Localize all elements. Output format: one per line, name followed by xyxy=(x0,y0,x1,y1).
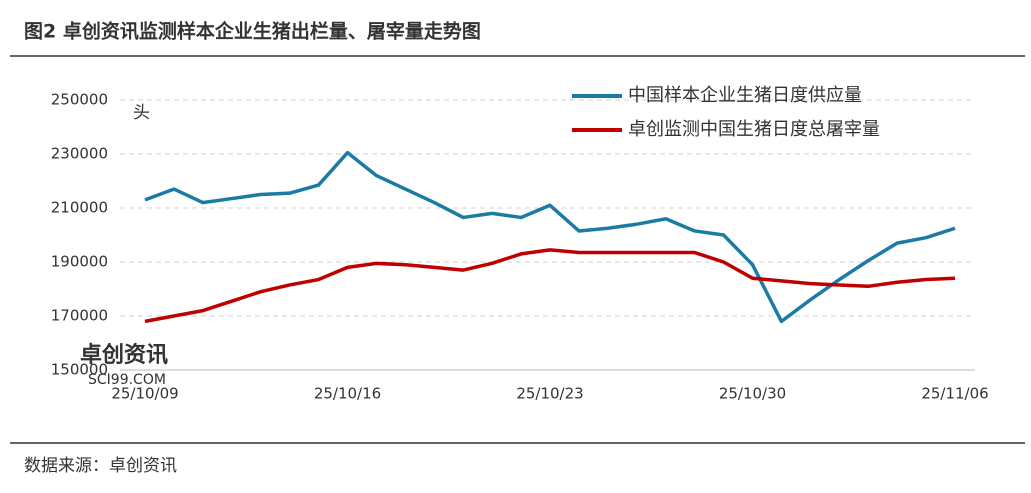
series-line xyxy=(144,248,956,324)
y-tick-label: 230000 xyxy=(51,145,108,163)
legend-label: 卓创监测中国生猪日度总屠宰量 xyxy=(628,119,880,140)
chart-title: 图2 卓创资讯监测样本企业生猪出栏量、屠宰量走势图 xyxy=(24,20,481,43)
y-tick-label: 190000 xyxy=(51,253,108,271)
watermark: 卓创资讯 xyxy=(80,343,168,368)
x-tick-label: 25/10/09 xyxy=(111,385,178,403)
x-tick-label: 25/10/16 xyxy=(314,385,381,403)
y-tick-label: 170000 xyxy=(51,307,108,325)
source: 数据来源：卓创资讯 xyxy=(24,456,177,476)
legend-label: 中国样本企业生猪日度供应量 xyxy=(628,85,862,106)
watermark: SCI99.COM xyxy=(88,372,166,388)
y-tick-label: 250000 xyxy=(51,91,108,109)
x-tick-label: 25/10/23 xyxy=(516,385,583,403)
unit-label: 头 xyxy=(133,103,150,123)
x-tick-label: 25/11/06 xyxy=(921,385,988,403)
x-tick-label: 25/10/30 xyxy=(719,385,786,403)
y-tick-label: 210000 xyxy=(51,199,108,217)
series-line xyxy=(144,150,956,324)
y-tick-label: 150000 xyxy=(51,361,108,379)
